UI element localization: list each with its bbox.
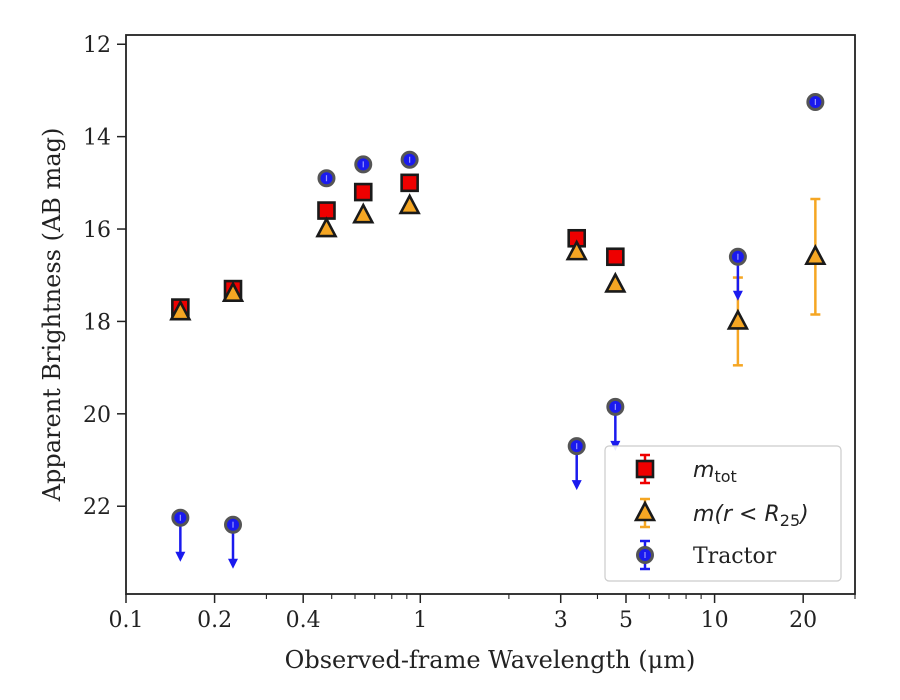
upper-limit-arrowhead [571,480,582,491]
y-axis-title: Apparent Brightness (AB mag) [38,128,66,503]
legend-label: mtot [693,458,737,486]
data-point-square [353,182,373,202]
upper-limit-arrowhead [175,551,186,562]
data-point-triangle [221,280,245,303]
y-tick-label: 14 [83,126,111,151]
upper-limit-arrowhead [732,290,743,301]
upper-limit-arrowhead [228,558,239,569]
legend-box [604,445,842,582]
x-tick-label: 3 [554,608,568,633]
data-point-triangle [315,216,338,238]
x-axis-title: Observed-frame Wavelength (μm) [285,646,696,674]
data-point-triangle [804,243,827,266]
x-tick-label: 0.2 [197,608,232,633]
ticks-layer: 0.1 0.2 0.4 1 3 5 10 20 12 14 16 18 20 22 [83,33,856,633]
x-tick-label: 10 [701,608,729,633]
data-point-triangle [169,299,192,321]
data-point-square [606,247,625,267]
plot-frame [125,34,856,595]
y-tick-label: 20 [83,403,111,428]
x-tick-label: 0.1 [109,608,144,633]
series-triangle [169,193,827,367]
legend-label: m(r < R25) [693,502,809,530]
x-tick-label: 5 [619,608,633,633]
x-tick-label: 20 [789,608,817,633]
legend: mtot m(r < R25) Tractor [604,445,842,582]
data-point-square [317,201,336,220]
series-circle [171,92,825,569]
legend-label: Tractor [693,544,777,569]
legend-marker-triangle [633,500,657,522]
x-tick-label: 1 [413,608,427,633]
data-point-triangle [352,202,375,224]
y-tick-label: 16 [83,218,111,243]
data-layer [169,92,827,569]
data-point-triangle [726,308,750,330]
data-point-triangle [398,193,421,215]
y-tick-label: 12 [83,33,111,58]
data-point-triangle [565,239,588,261]
x-tick-label: 0.4 [286,608,321,633]
data-point-square [400,173,419,193]
y-tick-label: 18 [83,310,111,335]
data-point-triangle [604,271,627,293]
legend-marker-square [635,459,655,479]
y-tick-label: 22 [83,495,111,520]
